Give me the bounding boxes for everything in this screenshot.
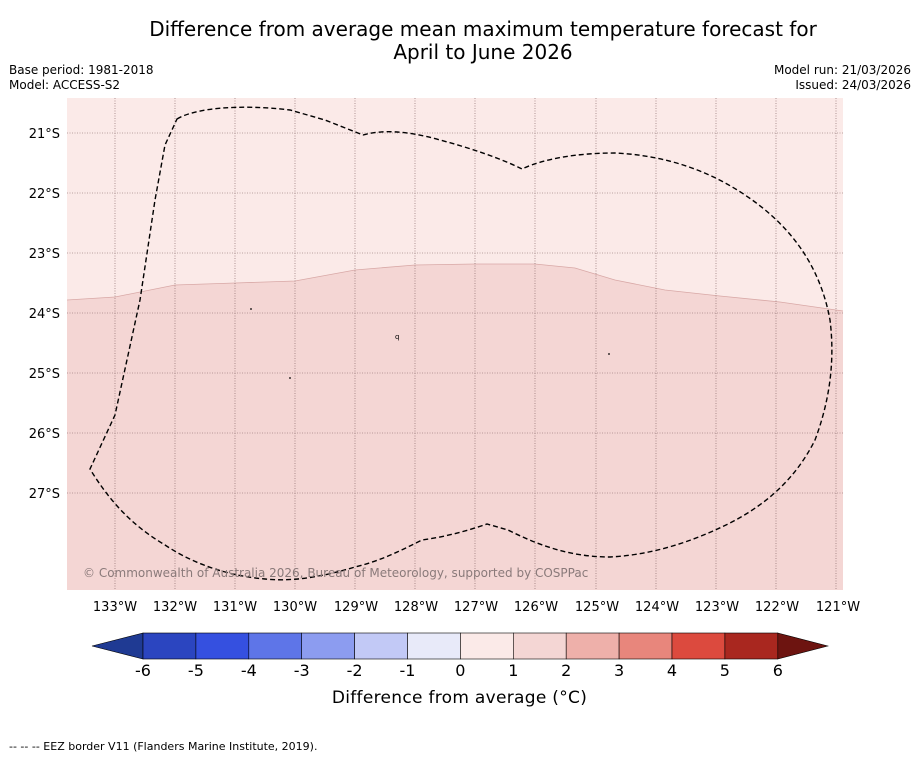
island-marker [250, 308, 252, 310]
lon-label: 125°W [575, 600, 619, 615]
colorbar [91, 632, 829, 660]
island-marker [289, 377, 291, 379]
colorbar-segment [460, 632, 514, 660]
meta-left: Base period: 1981-2018 Model: ACCESS-S2 [9, 63, 154, 93]
eez-footnote: -- -- -- EEZ border V11 (Flanders Marine… [9, 740, 318, 753]
lat-labels: 21°S 22°S 23°S 24°S 25°S 26°S 27°S [29, 127, 60, 502]
lon-label: 128°W [394, 600, 438, 615]
lon-label: 123°W [695, 600, 739, 615]
title-line-1: Difference from average mean maximum tem… [149, 17, 817, 41]
island-markers: q [250, 308, 610, 379]
colorbar-segment [142, 632, 197, 660]
lon-label: 124°W [635, 600, 679, 615]
lon-label: 127°W [454, 600, 498, 615]
gridlines [67, 98, 843, 590]
lon-label: 131°W [213, 600, 257, 615]
colorbar-tick-labels: -6 -5 -4 -3 -2 -1 0 1 2 3 4 5 6 [135, 661, 783, 680]
lon-label: 129°W [334, 600, 378, 615]
lon-label: 126°W [514, 600, 558, 615]
lat-label: 26°S [29, 427, 60, 442]
colorbar-tick-label: 5 [720, 661, 730, 680]
lat-label: 25°S [29, 367, 60, 382]
colorbar-tick-label: 2 [561, 661, 571, 680]
map-figure: q © Commonwealth of Australia 2026, Bure… [29, 98, 860, 680]
title-line-2: April to June 2026 [393, 40, 573, 64]
colorbar-segment [407, 632, 461, 660]
colorbar-segment [301, 632, 355, 660]
lon-labels: 133°W 132°W 131°W 130°W 129°W 128°W 127°… [93, 600, 860, 615]
island-marker: q [395, 333, 399, 341]
issued-date: Issued: 24/03/2026 [795, 78, 911, 92]
map-area [66, 98, 844, 590]
colorbar-title: Difference from average (°C) [331, 688, 588, 708]
colorbar-tick-label: -2 [347, 661, 363, 680]
island-marker [608, 353, 610, 355]
colorbar-tick-label: -5 [188, 661, 204, 680]
colorbar-tick-label: -3 [294, 661, 310, 680]
colorbar-segment [354, 632, 408, 660]
chart-title: Difference from average mean maximum tem… [0, 18, 919, 64]
colorbar-tick-label: -6 [135, 661, 151, 680]
lat-label: 22°S [29, 187, 60, 202]
lat-label: 23°S [29, 247, 60, 262]
colorbar-segment [512, 632, 567, 660]
colorbar-tick-label: 6 [773, 661, 783, 680]
colorbar-tick-label: -4 [241, 661, 257, 680]
colorbar-segment [565, 632, 620, 660]
colorbar-arrow-left [91, 632, 144, 660]
lat-label: 21°S [29, 127, 60, 142]
eez-border [89, 106, 833, 581]
colorbar-tick-label: -1 [400, 661, 416, 680]
colorbar-tick-label: 0 [455, 661, 465, 680]
colorbar-tick-label: 4 [667, 661, 677, 680]
colorbar-segment [724, 632, 779, 660]
lon-label: 122°W [755, 600, 799, 615]
lat-label: 27°S [29, 487, 60, 502]
lon-label: 130°W [273, 600, 317, 615]
base-period: Base period: 1981-2018 [9, 63, 154, 77]
colorbar-arrow-right [777, 632, 829, 660]
lon-label: 132°W [153, 600, 197, 615]
lon-label: 133°W [93, 600, 137, 615]
colorbar-segment [618, 632, 673, 660]
band-1-to-2 [67, 264, 843, 590]
model-name: Model: ACCESS-S2 [9, 78, 121, 92]
colorbar-tick-label: 3 [614, 661, 624, 680]
colorbar-segment [671, 632, 726, 660]
colorbar-segment [195, 632, 250, 660]
colorbar-segment [248, 632, 303, 660]
meta-right: Model run: 21/03/2026 Issued: 24/03/2026 [774, 63, 911, 93]
model-run: Model run: 21/03/2026 [773, 63, 911, 77]
copyright-text: © Commonwealth of Australia 2026, Bureau… [83, 566, 588, 580]
lat-label: 24°S [29, 307, 60, 322]
lon-label: 121°W [816, 600, 860, 615]
colorbar-tick-label: 1 [508, 661, 518, 680]
